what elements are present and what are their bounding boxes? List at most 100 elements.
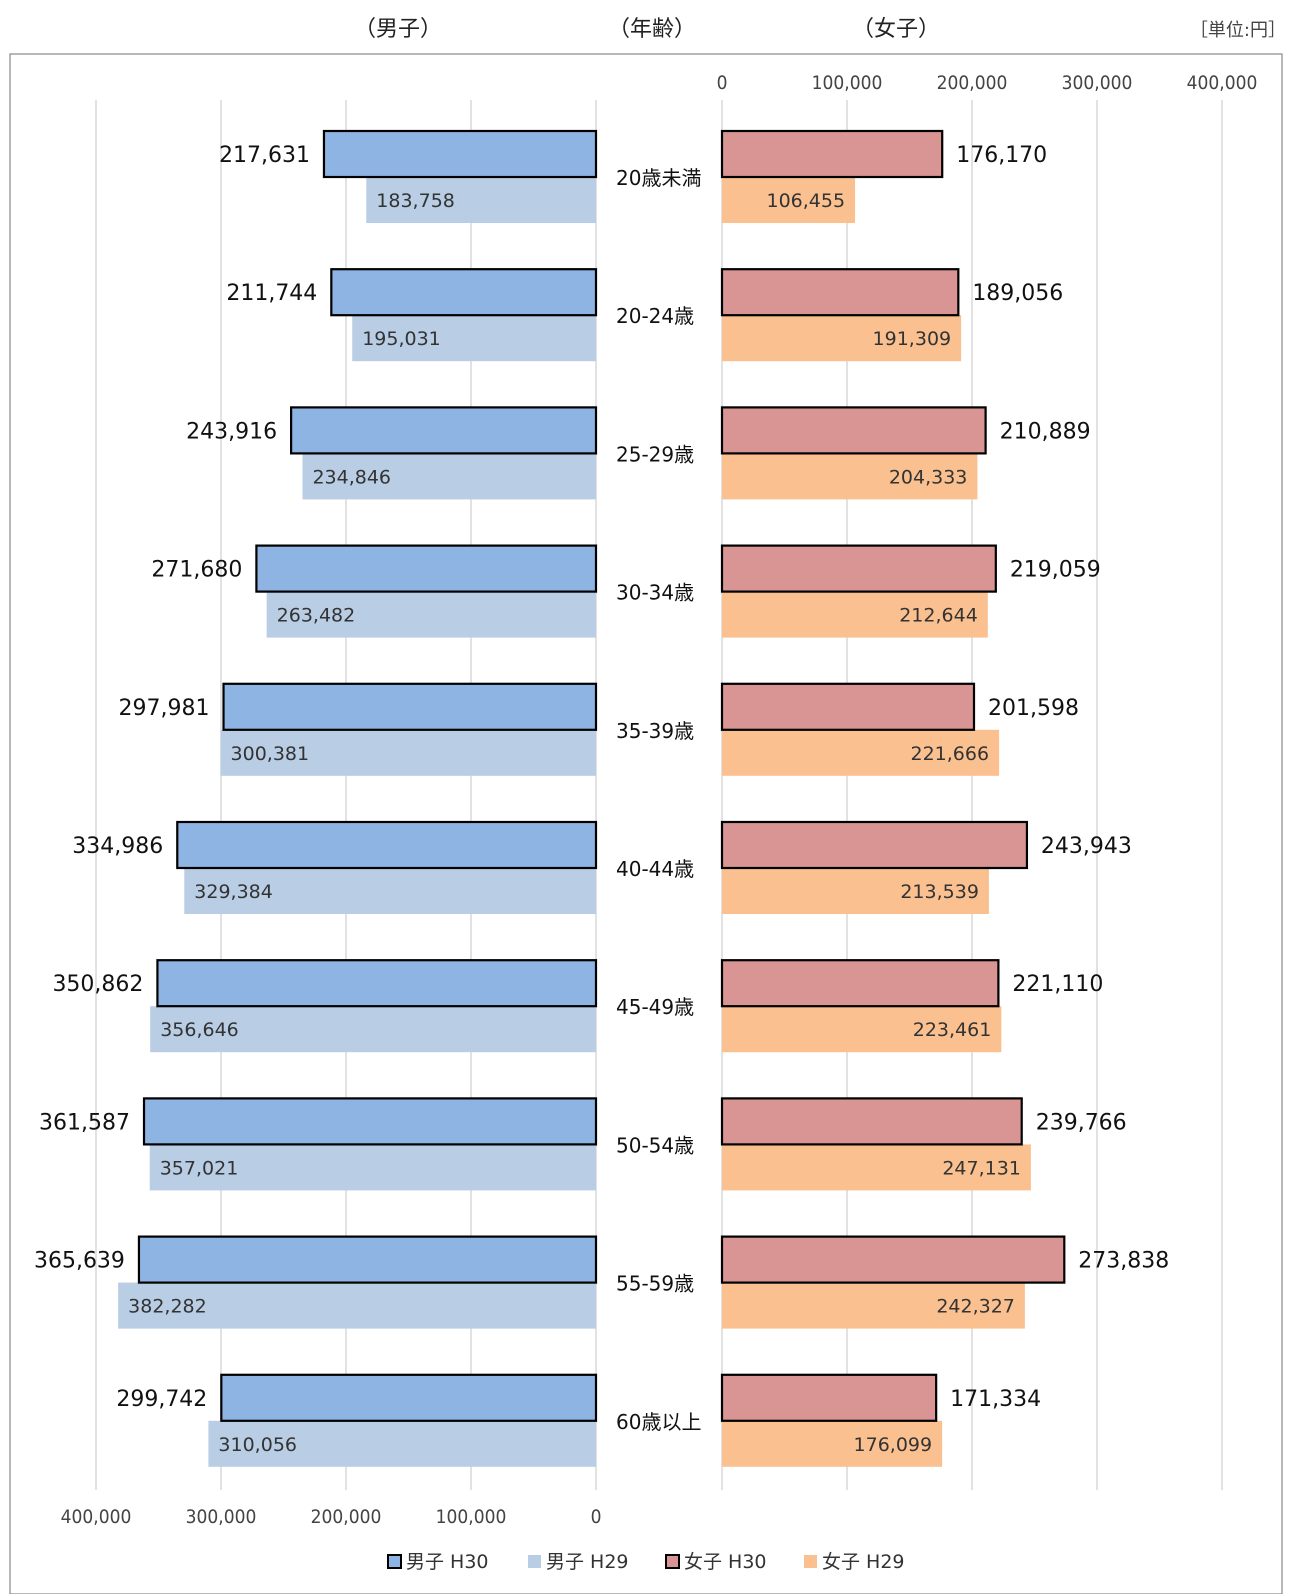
- female-h29-bar: [722, 315, 962, 362]
- female-h29-bar: [722, 1144, 1031, 1191]
- female-h30-bar: [720, 820, 1029, 870]
- male-h29-label: 263,482: [277, 605, 356, 627]
- female-h30-bar: [720, 406, 987, 455]
- male-h30-bar: [290, 406, 598, 455]
- female-header: （女子）: [852, 17, 940, 42]
- male-h30-bar: [255, 544, 598, 593]
- male-h29-label: 310,056: [218, 1434, 297, 1456]
- female-h29-label: 176,099: [854, 1434, 933, 1456]
- female-axis-tick-label: 0: [717, 72, 728, 94]
- female-h29-bar: [722, 1006, 1002, 1053]
- male-h29-bar: [208, 1420, 596, 1467]
- male-h30-label: 217,631: [219, 143, 310, 168]
- legend-label: 男子 H30: [406, 1551, 489, 1573]
- female-h30-bar: [720, 1097, 1023, 1146]
- female-h29-bar: [722, 729, 1000, 776]
- male-h29-bar: [366, 177, 596, 223]
- female-h29-label: 247,131: [942, 1157, 1021, 1179]
- female-h29-bar: [722, 177, 856, 223]
- male-h29-bar: [220, 729, 596, 776]
- male-h30-bar: [222, 682, 598, 731]
- unit-label: ［単位:円］: [1190, 20, 1286, 41]
- male-h30-label: 211,744: [226, 281, 317, 306]
- male-axis-tick-label: 400,000: [61, 1506, 132, 1528]
- female-h30-label: 176,170: [956, 143, 1047, 168]
- age-category-label: 40-44歳: [616, 857, 694, 881]
- female-h29-label: 204,333: [889, 466, 968, 488]
- female-h29-bar: [722, 1282, 1025, 1329]
- legend-swatch: [387, 1554, 402, 1569]
- male-h29-bar: [149, 1144, 596, 1191]
- female-axis-tick-label: 100,000: [812, 72, 883, 94]
- male-h29-bar: [302, 453, 596, 500]
- age-category-label: 45-49歳: [616, 995, 694, 1019]
- male-h29-label: 329,384: [194, 881, 273, 903]
- female-h30-bar: [720, 682, 976, 731]
- age-category-label: 60歳以上: [616, 1410, 701, 1434]
- female-h30-bar: [720, 129, 944, 179]
- female-h29-label: 242,327: [936, 1296, 1015, 1318]
- male-h30-bar: [322, 129, 598, 179]
- male-h30-label: 299,742: [116, 1387, 207, 1412]
- legend-swatch: [804, 1555, 817, 1568]
- female-h29-bar: [722, 1420, 943, 1467]
- age-category-label: 20歳未満: [616, 166, 701, 190]
- male-h29-label: 357,021: [160, 1157, 239, 1179]
- axis-ticks: 400,000 300,000 200,000 100,000 0 0 100,000 200…: [61, 72, 1258, 1528]
- male-axis-tick-label: 0: [591, 1506, 602, 1528]
- male-h30-label: 365,639: [34, 1249, 125, 1274]
- female-h30-bar: [720, 544, 997, 593]
- male-h30-label: 297,981: [119, 696, 210, 721]
- data-labels: 217,631 183,758 176,170 106,455 20歳未満 211,744…: [34, 143, 1169, 1456]
- male-h29-label: 300,381: [231, 743, 310, 765]
- female-h30-bar: [720, 1235, 1066, 1284]
- female-h30-label: 221,110: [1012, 972, 1103, 997]
- female-h30-label: 243,943: [1041, 834, 1132, 859]
- legend-label: 女子 H30: [684, 1551, 767, 1573]
- legend-label: 女子 H29: [822, 1551, 905, 1573]
- male-h29-bar: [352, 315, 596, 362]
- age-category-label: 20-24歳: [616, 304, 694, 328]
- male-h29-bar: [184, 868, 596, 914]
- male-axis-tick-label: 200,000: [311, 1506, 382, 1528]
- female-h30-label: 171,334: [950, 1387, 1041, 1412]
- male-axis-tick-label: 300,000: [186, 1506, 257, 1528]
- male-h30-bar: [137, 1235, 598, 1284]
- age-category-label: 25-29歳: [616, 442, 694, 466]
- female-h29-label: 221,666: [911, 743, 990, 765]
- bars: [118, 129, 1066, 1467]
- male-h30-label: 243,916: [186, 419, 277, 444]
- female-h30-label: 219,059: [1010, 558, 1101, 583]
- female-h30-label: 201,598: [988, 696, 1079, 721]
- female-h29-bar: [722, 453, 978, 500]
- male-axis-tick-label: 100,000: [436, 1506, 507, 1528]
- female-h30-label: 239,766: [1036, 1110, 1127, 1135]
- male-h30-bar: [220, 1373, 598, 1422]
- male-h30-label: 334,986: [72, 834, 163, 859]
- age-header: （年齢）: [608, 17, 696, 42]
- male-h29-bar: [266, 591, 596, 638]
- male-h30-bar: [176, 820, 598, 870]
- age-category-label: 35-39歳: [616, 719, 694, 743]
- male-h30-bar: [156, 959, 598, 1008]
- female-h29-label: 106,455: [766, 190, 845, 212]
- female-h29-label: 212,644: [899, 605, 978, 627]
- female-axis-tick-label: 300,000: [1062, 72, 1133, 94]
- male-h29-bar: [150, 1006, 596, 1053]
- female-h30-label: 189,056: [972, 281, 1063, 306]
- male-h30-bar: [330, 268, 598, 317]
- female-h29-label: 223,461: [913, 1019, 992, 1041]
- female-h30-bar: [720, 268, 960, 317]
- female-axis-tick-label: 400,000: [1187, 72, 1258, 94]
- male-h29-label: 382,282: [128, 1296, 207, 1318]
- legend-swatch: [528, 1555, 541, 1568]
- male-h29-label: 195,031: [362, 328, 441, 350]
- age-category-label: 55-59歳: [616, 1272, 694, 1296]
- legend: 男子 H30 男子 H29 女子 H30 女子 H29: [387, 1551, 905, 1573]
- legend-swatch: [665, 1554, 680, 1569]
- female-h30-bar: [720, 959, 1000, 1008]
- female-h29-bar: [722, 868, 989, 914]
- female-h30-bar: [720, 1373, 938, 1422]
- male-h30-label: 361,587: [39, 1110, 130, 1135]
